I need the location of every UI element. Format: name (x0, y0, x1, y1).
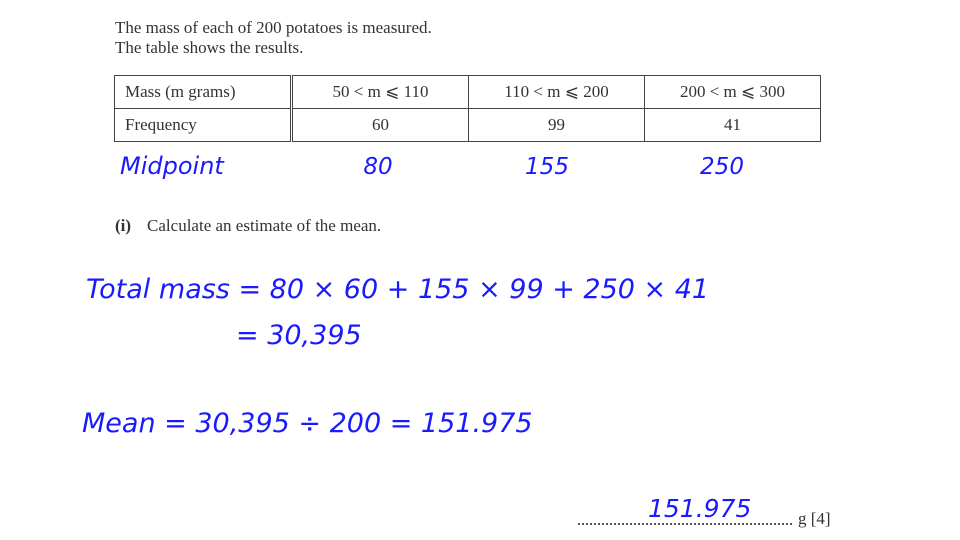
midpoint-label: Midpoint (120, 152, 224, 180)
midpoint-value: 155 (525, 154, 569, 180)
interval-cell: 110 < m ⩽ 200 (468, 75, 645, 109)
total-mass-working: Total mass = 80 × 60 + 155 × 99 + 250 × … (86, 274, 710, 305)
part-text: Calculate an estimate of the mean. (147, 216, 382, 235)
frequency-cell: 60 (291, 108, 469, 142)
midpoint-value: 250 (700, 154, 744, 180)
frequency-header: Frequency (114, 108, 293, 142)
part-i-prompt: (i) Calculate an estimate of the mean. (115, 216, 381, 236)
question-line-2: The table shows the results. (115, 38, 304, 57)
total-mass-result: = 30,395 (236, 320, 362, 351)
answer-line[interactable] (578, 509, 792, 525)
answer-value: 151.975 (648, 494, 752, 523)
part-number: (i) (115, 216, 132, 235)
frequency-cell: 99 (468, 108, 645, 142)
mass-header: Mass (m grams) (114, 75, 293, 109)
mean-working: Mean = 30,395 ÷ 200 = 151.975 (82, 408, 533, 439)
table-row: Mass (m grams) 50 < m ⩽ 110 110 < m ⩽ 20… (114, 75, 821, 109)
interval-cell: 200 < m ⩽ 300 (644, 75, 821, 109)
answer-unit-marks: g [4] (798, 509, 831, 528)
table-row: Frequency 60 99 41 (114, 108, 821, 142)
question-text: The mass of each of 200 potatoes is meas… (115, 18, 432, 58)
mass-header-label: Mass (m grams) (125, 82, 236, 101)
frequency-cell: 41 (644, 108, 821, 142)
midpoint-value: 80 (363, 154, 393, 180)
interval-cell: 50 < m ⩽ 110 (291, 75, 469, 109)
frequency-table: Mass (m grams) 50 < m ⩽ 110 110 < m ⩽ 20… (114, 75, 821, 142)
question-line-1: The mass of each of 200 potatoes is meas… (115, 18, 432, 37)
